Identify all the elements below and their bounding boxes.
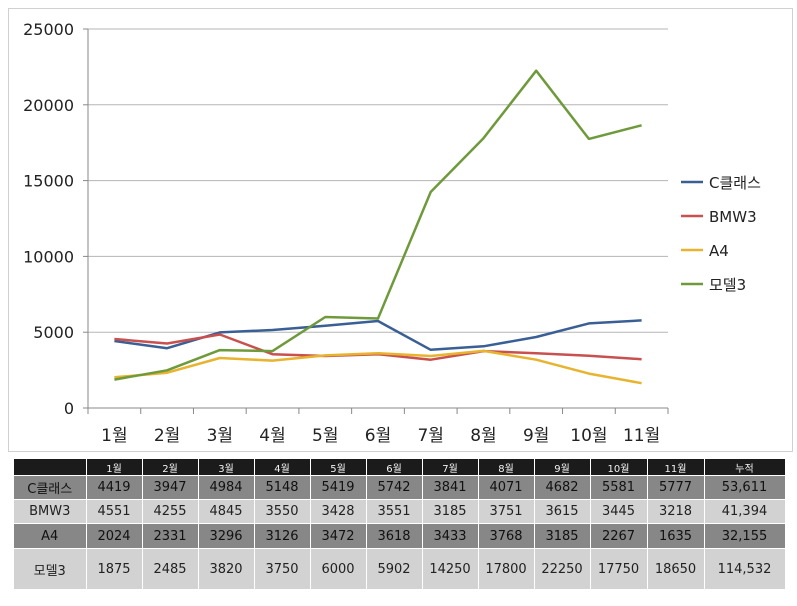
row-label-cell: C클래스 [14,475,87,500]
value-cell: 4419 [86,475,143,500]
row-label-cell: BMW3 [14,499,87,524]
value-cell: 22250 [534,548,591,589]
value-cell: 2485 [142,548,199,589]
series-line-3 [114,349,642,385]
value-cell: 3550 [254,499,311,524]
x-tick-label-8: 8월 [470,426,496,446]
value-cell: 3768 [478,523,535,549]
table-row: A4 2024 2331 3296 3126 3472 3618 3433 3768 3185 22… [14,523,786,549]
legend-label-1: C클래스 [709,174,761,192]
value-cell: 32,155 [704,523,786,549]
x-tick-label-3: 3월 [207,426,233,446]
x-tick-label-6: 6월 [365,426,391,446]
header-cell-1: 1월 [86,459,143,476]
value-cell: 3820 [198,548,255,589]
table-row: BMW3 4551 4255 4845 3550 3428 3551 3185 3751 3615… [14,499,786,524]
x-tick-label-1: 1월 [101,426,127,446]
value-cell: 114,532 [704,548,786,589]
header-cell-6: 6월 [366,459,423,476]
header-cell-3: 3월 [198,459,255,476]
value-cell: 3751 [478,499,535,524]
value-cell: 4255 [142,499,199,524]
y-tick-label-10000: 10000 [23,247,74,266]
value-cell: 4845 [198,499,255,524]
value-cell: 5777 [647,475,705,500]
y-tick-label-5000: 5000 [33,323,74,342]
series-line-4 [114,69,642,381]
value-cell: 5148 [254,475,311,500]
row-label-cell: 모델3 [14,548,87,589]
value-cell: 1635 [647,523,705,549]
header-cell-9: 9월 [534,459,591,476]
value-cell: 53,611 [704,475,786,500]
y-tick-label-25000: 25000 [23,20,74,39]
table-header-row: 1월 2월 3월 4월 5월 6월 7월 8월 9월 10월 11월 누적 [14,459,786,476]
data-table: 1월 2월 3월 4월 5월 6월 7월 8월 9월 10월 11월 누적 C클래스 4419 3947 4… [14,459,786,589]
value-cell: 3445 [590,499,648,524]
header-cell-4: 4월 [254,459,311,476]
value-cell: 41,394 [704,499,786,524]
value-cell: 3615 [534,499,591,524]
value-cell: 3126 [254,523,311,549]
value-cell: 14250 [422,548,479,589]
series-line-2 [114,333,642,361]
x-tick-label-2: 2월 [154,426,180,446]
y-tick-label-0: 0 [64,399,74,418]
value-cell: 3750 [254,548,311,589]
value-cell: 17800 [478,548,535,589]
header-cell-7: 7월 [422,459,479,476]
header-cell-2: 2월 [142,459,199,476]
value-cell: 4984 [198,475,255,500]
value-cell: 3218 [647,499,705,524]
x-tick-label-5: 5월 [312,426,338,446]
table-row: C클래스 4419 3947 4984 5148 5419 5742 3841 4071 4682… [14,475,786,500]
value-cell: 5902 [366,548,423,589]
x-tick-label-4: 4월 [259,426,285,446]
value-cell: 1875 [86,548,143,589]
value-cell: 2267 [590,523,648,549]
value-cell: 3618 [366,523,423,549]
value-cell: 3841 [422,475,479,500]
header-cell-12: 누적 [704,459,786,476]
x-tick-label-10: 10월 [570,426,607,446]
chart-frame: 0 5000 10000 15000 20000 25000 1월 2월 3월 4월 5월 6월 7월 8… [8,8,793,452]
value-cell: 2331 [142,523,199,549]
x-tick-label-7: 7월 [417,426,443,446]
value-cell: 17750 [590,548,648,589]
legend-label-3: A4 [709,242,729,260]
value-cell: 3296 [198,523,255,549]
value-cell: 5742 [366,475,423,500]
value-cell: 5581 [590,475,648,500]
header-cell-11: 11월 [647,459,705,476]
value-cell: 4551 [86,499,143,524]
legend-label-2: BMW3 [709,208,757,226]
line-chart: 0 5000 10000 15000 20000 25000 1월 2월 3월 4월 5월 6월 7월 8… [23,20,761,446]
value-cell: 4682 [534,475,591,500]
y-tick-label-15000: 15000 [23,172,74,191]
value-cell: 6000 [310,548,367,589]
value-cell: 3185 [422,499,479,524]
value-cell: 3551 [366,499,423,524]
value-cell: 4071 [478,475,535,500]
value-cell: 18650 [647,548,705,589]
header-cell-5: 5월 [310,459,367,476]
value-cell: 5419 [310,475,367,500]
row-label-cell: A4 [14,523,87,549]
table-row: 모델3 1875 2485 3820 3750 6000 5902 14250 17800 222… [14,548,786,589]
value-cell: 3947 [142,475,199,500]
header-cell-8: 8월 [478,459,535,476]
x-tick-label-9: 9월 [523,426,549,446]
header-cell-0 [14,459,87,476]
value-cell: 3433 [422,523,479,549]
legend-label-4: 모델3 [709,276,746,294]
value-cell: 3428 [310,499,367,524]
value-cell: 3472 [310,523,367,549]
x-tick-label-11: 11월 [623,426,660,446]
value-cell: 2024 [86,523,143,549]
header-cell-10: 10월 [590,459,648,476]
value-cell: 3185 [534,523,591,549]
series-line-1 [114,319,642,352]
y-tick-label-20000: 20000 [23,96,74,115]
